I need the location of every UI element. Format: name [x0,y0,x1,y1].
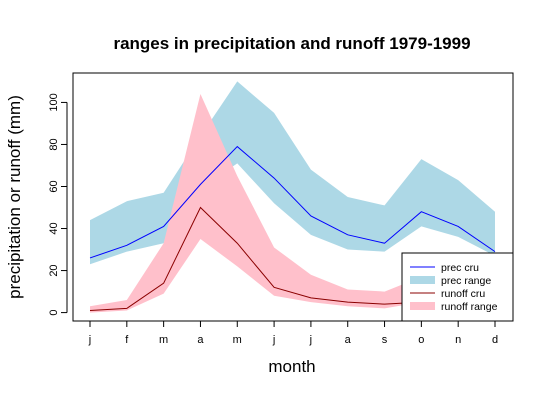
y-axis: 0 20 40 60 80 100 [48,93,68,316]
x-tick-label: a [197,334,204,346]
x-tick-label: m [159,334,168,346]
chart-title: ranges in precipitation and runoff 1979-… [113,34,470,53]
y-tick-label: 20 [48,264,60,276]
x-tick-label: f [125,334,129,346]
x-axis-label: month [268,357,315,376]
x-tick-label: m [233,334,242,346]
y-tick-label: 0 [48,310,60,316]
plot-border [72,72,514,322]
line-prec-cru [89,145,496,259]
legend-label-prec-cru: prec cru [441,262,479,274]
band-prec-range [90,81,495,265]
legend-label-runoff-cru: runoff cru [441,288,485,300]
band-runoff-range [90,94,495,313]
x-tick-label: j [88,334,91,346]
x-tick-label: a [345,334,352,346]
y-tick-label: 100 [48,93,60,111]
x-tick-label: s [382,334,388,346]
y-tick-label: 80 [48,138,60,150]
legend-label-prec-range: prec range [441,275,491,287]
x-tick-label: o [418,334,424,346]
x-tick-label: j [309,334,312,346]
x-tick-label: n [455,334,461,346]
legend-label-runoff-range: runoff range [441,301,498,313]
x-tick-label: j [272,334,275,346]
y-axis-label: precipitation or runoff (mm) [5,95,24,299]
y-tick-label: 60 [48,180,60,192]
y-tick-label: 40 [48,222,60,234]
x-tick-label: d [492,334,498,346]
